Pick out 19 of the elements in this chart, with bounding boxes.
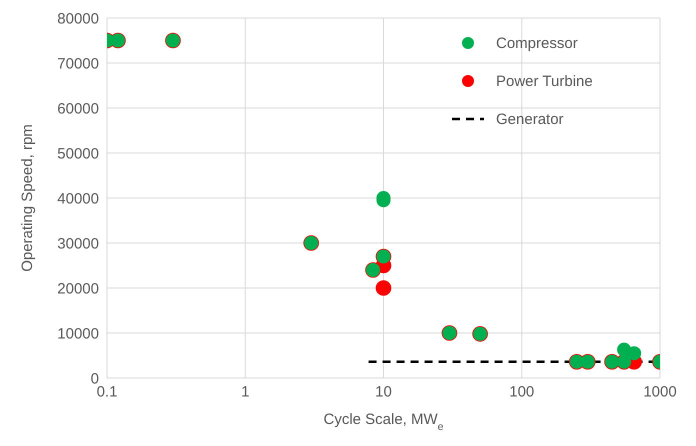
y-tick-label: 50000 [57, 145, 99, 162]
legend-label: Generator [496, 110, 564, 128]
y-tick-label: 0 [90, 370, 99, 388]
y-tick-label: 40000 [57, 190, 99, 208]
y-tick-label: 20000 [57, 280, 99, 298]
y-tick-label: 60000 [57, 100, 99, 118]
legend-label: Power Turbine [496, 72, 593, 90]
y-tick-label: 30000 [57, 235, 99, 252]
y-tick-label: 80000 [57, 10, 99, 28]
x-tick-label: 0.1 [96, 384, 118, 401]
legend-label: Compressor [496, 34, 578, 52]
y-tick-label: 70000 [57, 55, 99, 72]
x-tick-label: 10 [375, 384, 392, 401]
y-axis-title: Operating Speed, rpm [19, 124, 36, 272]
x-axis-title: Cycle Scale, MW$_{e}$ [323, 411, 444, 433]
y-tick-label: 10000 [57, 325, 99, 342]
x-tick-label: 100 [509, 384, 534, 401]
x-tick-label: 1 [241, 384, 250, 401]
x-tick-label: 1000 [643, 384, 677, 401]
